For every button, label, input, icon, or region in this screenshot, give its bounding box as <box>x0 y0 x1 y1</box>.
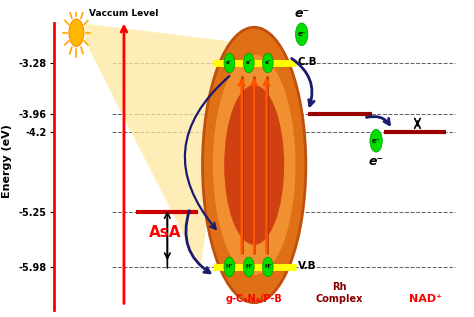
Text: C.B: C.B <box>298 57 317 67</box>
Text: AsA: AsA <box>149 225 182 240</box>
Text: H⁺: H⁺ <box>264 264 272 269</box>
Text: e⁻: e⁻ <box>372 138 380 144</box>
Text: H⁺: H⁺ <box>245 264 253 269</box>
Text: Vaccum Level: Vaccum Level <box>89 9 159 18</box>
Circle shape <box>263 257 273 277</box>
Text: e⁻: e⁻ <box>226 61 233 66</box>
Text: e⁻: e⁻ <box>294 7 309 20</box>
Ellipse shape <box>213 55 295 275</box>
Circle shape <box>244 257 254 277</box>
Text: e⁻: e⁻ <box>298 31 306 37</box>
Circle shape <box>224 257 235 277</box>
Text: g-C₃N₄/P-B: g-C₃N₄/P-B <box>226 294 283 304</box>
Y-axis label: Energy (eV): Energy (eV) <box>2 124 12 198</box>
Text: V.B: V.B <box>298 261 316 271</box>
Circle shape <box>295 23 308 46</box>
Text: e⁻: e⁻ <box>264 61 271 66</box>
Text: H⁺: H⁺ <box>226 264 233 269</box>
Circle shape <box>244 53 254 73</box>
Circle shape <box>263 53 273 73</box>
Text: e⁻: e⁻ <box>369 155 383 168</box>
Circle shape <box>224 53 235 73</box>
Ellipse shape <box>202 27 306 303</box>
Polygon shape <box>85 24 234 268</box>
Circle shape <box>69 19 84 46</box>
Circle shape <box>370 129 383 152</box>
Text: Rh
Complex: Rh Complex <box>315 282 363 304</box>
Text: NAD⁺: NAD⁺ <box>409 294 442 304</box>
Ellipse shape <box>224 85 284 245</box>
Text: e⁻: e⁻ <box>246 61 252 66</box>
